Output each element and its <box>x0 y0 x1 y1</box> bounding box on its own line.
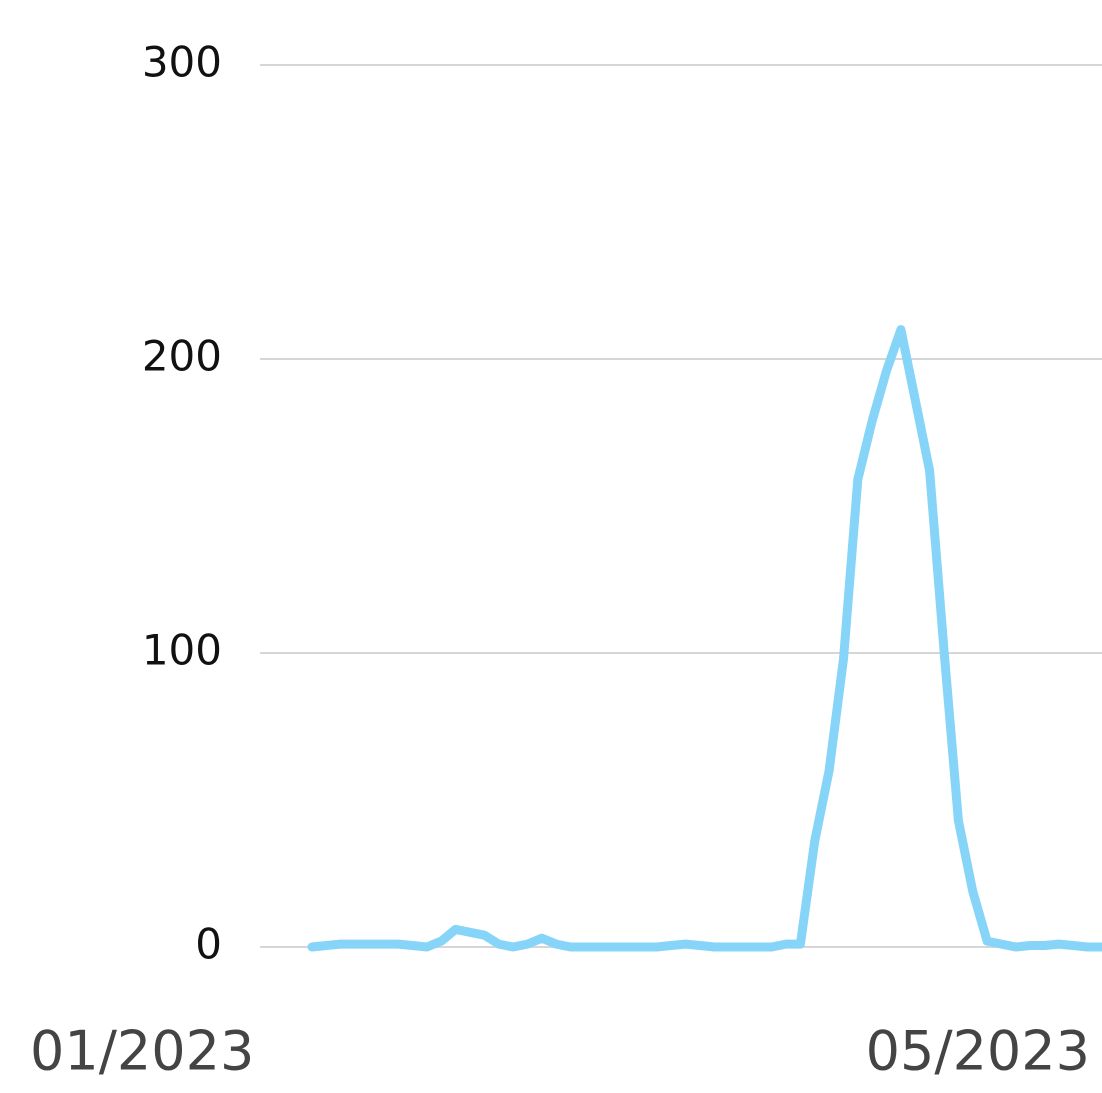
y-tick-label: 0 <box>195 920 222 969</box>
y-tick-label: 200 <box>142 332 222 381</box>
y-tick-label: 300 <box>142 38 222 87</box>
x-tick-label: 01/2023 <box>30 1020 254 1083</box>
data-line <box>307 325 1102 952</box>
x-tick-label: 05/2023 <box>866 1020 1090 1083</box>
y-tick-label: 100 <box>142 626 222 675</box>
